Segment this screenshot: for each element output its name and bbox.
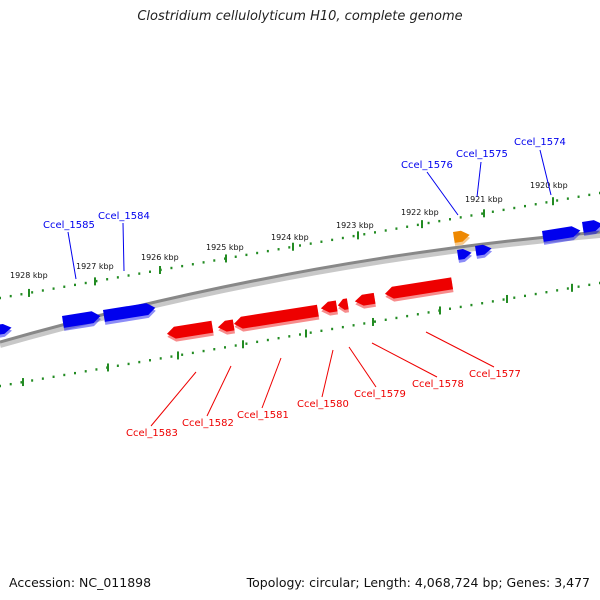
- reverse-gene-label: Ccel_1582: [182, 418, 234, 429]
- genome-summary-text: Topology: circular; Length: 4,068,724 bp…: [246, 575, 590, 590]
- reverse-gene-label: Ccel_1578: [412, 379, 464, 390]
- forward-gene-leader-line: [476, 161, 482, 198]
- forward-gene-label: Ccel_1584: [98, 211, 150, 222]
- tick-label: 1921 kbp: [465, 195, 503, 204]
- forward-gene-arrow: [0, 323, 12, 339]
- reverse-gene-arrow: [354, 292, 376, 309]
- upper-tick-ring: [0, 191, 600, 300]
- reverse-gene-arrow: [166, 320, 214, 342]
- reverse-gene-arrow: [384, 277, 454, 302]
- forward-gene-label: Ccel_1576: [401, 160, 453, 171]
- tick-label: 1927 kbp: [76, 262, 114, 271]
- reverse-gene-arrow: [337, 298, 350, 313]
- lower-tick-ring: [0, 281, 600, 388]
- map-title: Clostridium cellulolyticum H10, complete…: [137, 9, 463, 24]
- reverse-gene-leader-line: [321, 349, 334, 398]
- forward-gene-arrow: [103, 303, 156, 325]
- reverse-gene-label: Ccel_1577: [469, 369, 521, 380]
- tick-label: 1926 kbp: [141, 253, 179, 262]
- tick-label: 1922 kbp: [401, 208, 439, 217]
- reverse-gene-label: Ccel_1580: [297, 399, 349, 410]
- gene-labels: Ccel_1574Ccel_1575Ccel_1576Ccel_1584Ccel…: [43, 137, 566, 439]
- forward-gene-leader-line: [67, 231, 77, 280]
- reverse-gene-label: Ccel_1583: [126, 428, 178, 439]
- tick-label: 1928 kbp: [10, 271, 48, 280]
- forward-gene-arrow: [457, 249, 473, 263]
- backbone-shadow: [0, 232, 600, 348]
- tick-label: 1925 kbp: [206, 243, 244, 252]
- reverse-gene-leader-line: [206, 365, 232, 417]
- forward-gene-arrow: [475, 244, 493, 259]
- highlighted-gene-arrow: [453, 230, 471, 246]
- forward-gene-arrow: [62, 311, 101, 331]
- reverse-gene-arrow: [320, 300, 338, 316]
- forward-gene-leader-line: [539, 149, 552, 196]
- forward-gene-leader-line: [122, 222, 125, 272]
- forward-gene-leader-line: [426, 171, 459, 216]
- reverse-gene-arrow: [217, 319, 235, 335]
- accession-text: Accession: NC_011898: [9, 575, 152, 590]
- reverse-gene-arrow: [233, 304, 320, 332]
- reverse-gene-leader-line: [348, 346, 377, 388]
- reverse-gene-leader-line: [425, 331, 495, 368]
- reverse-gene-leader-line: [150, 371, 197, 427]
- forward-gene-label: Ccel_1585: [43, 220, 95, 231]
- forward-gene-arrow: [582, 220, 600, 236]
- tick-label: 1923 kbp: [336, 221, 374, 230]
- forward-gene-label: Ccel_1574: [514, 137, 566, 148]
- gene-features: [0, 220, 600, 342]
- forward-gene-arrow: [542, 226, 581, 245]
- reverse-gene-label: Ccel_1581: [237, 410, 289, 421]
- tick-label: 1924 kbp: [271, 233, 309, 242]
- reverse-gene-label: Ccel_1579: [354, 389, 406, 400]
- forward-gene-label: Ccel_1575: [456, 149, 508, 160]
- reverse-gene-leader-line: [371, 342, 438, 378]
- reverse-gene-leader-line: [261, 357, 282, 409]
